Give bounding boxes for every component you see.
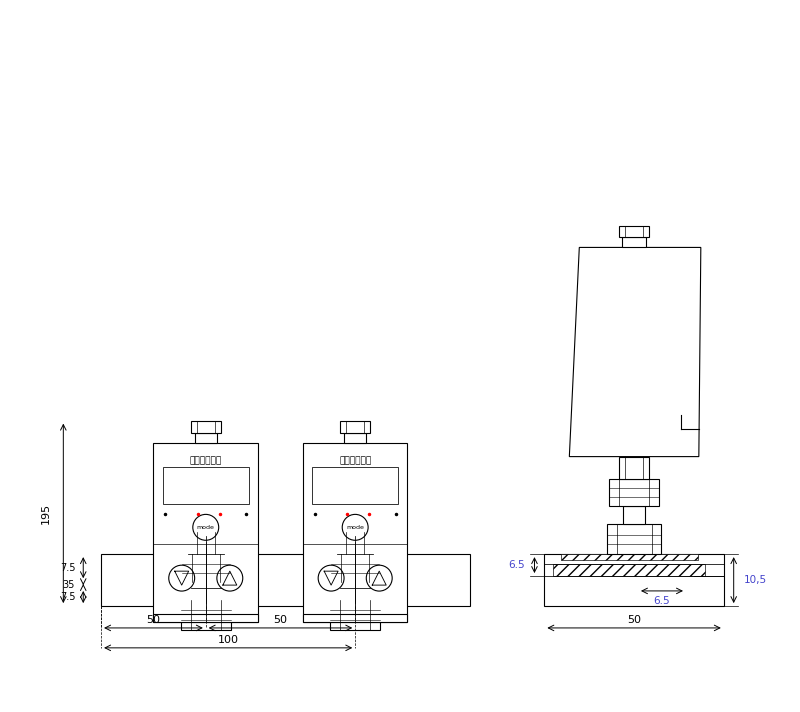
Bar — [195, 582, 217, 600]
Bar — [154, 614, 258, 622]
Bar — [181, 600, 230, 630]
Text: 35: 35 — [62, 580, 74, 590]
Bar — [561, 554, 698, 560]
Bar — [312, 466, 398, 504]
Bar — [553, 564, 706, 576]
Text: 智能压力开关: 智能压力开关 — [190, 456, 222, 465]
Bar — [163, 466, 249, 504]
Bar — [344, 582, 366, 600]
Bar — [609, 478, 659, 506]
Text: mode: mode — [197, 525, 214, 530]
Text: 6.5: 6.5 — [508, 560, 525, 570]
Bar — [619, 226, 649, 238]
Text: 10,5: 10,5 — [744, 575, 767, 585]
Text: 智能压力开关: 智能压力开关 — [339, 456, 371, 465]
Bar — [154, 443, 258, 622]
Bar — [303, 614, 407, 622]
Text: 50: 50 — [274, 615, 287, 625]
Text: mode: mode — [346, 525, 364, 530]
Bar — [545, 554, 724, 606]
Polygon shape — [570, 248, 701, 456]
Text: 195: 195 — [40, 503, 50, 524]
Text: 7.5: 7.5 — [61, 562, 76, 572]
Text: 50: 50 — [627, 615, 641, 625]
Bar — [330, 600, 380, 630]
Bar — [340, 533, 370, 554]
Bar — [191, 421, 221, 433]
Bar — [191, 533, 221, 554]
Bar — [623, 506, 645, 524]
Bar — [619, 456, 649, 478]
Bar — [606, 524, 662, 554]
Bar — [331, 554, 379, 582]
Text: 100: 100 — [218, 635, 238, 645]
Bar — [622, 238, 646, 248]
Text: 6.5: 6.5 — [654, 596, 670, 606]
Bar — [303, 443, 407, 622]
Bar — [340, 421, 370, 433]
Bar — [195, 433, 217, 443]
Bar — [182, 554, 230, 582]
Bar — [344, 433, 366, 443]
Text: 7.5: 7.5 — [61, 592, 76, 602]
Text: 50: 50 — [146, 615, 161, 625]
Bar — [101, 554, 470, 606]
